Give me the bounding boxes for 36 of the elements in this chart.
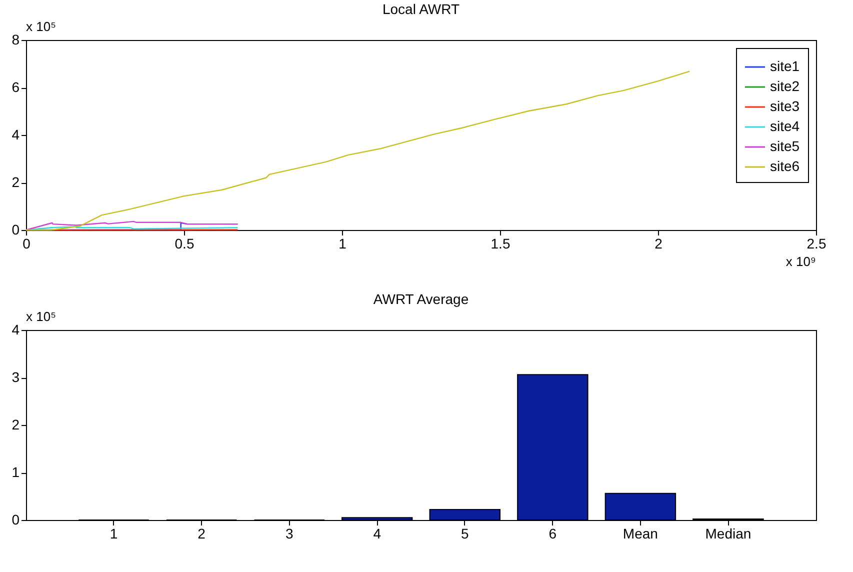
x-tick-label: 1.5 <box>490 236 510 252</box>
text: x 10⁵ <box>26 19 56 34</box>
legend-label: site2 <box>770 78 800 94</box>
x-tick-label: 2 <box>198 526 206 542</box>
x-tick-label: 1 <box>338 236 347 252</box>
y-tick-label: 0 <box>12 512 20 528</box>
y-tick-label: 2 <box>12 174 20 190</box>
legend-label: site5 <box>770 138 800 154</box>
x-tick-label: 2 <box>654 236 663 252</box>
y-tick-label: 3 <box>12 369 20 385</box>
y-tick-label: 4 <box>12 322 20 338</box>
x-tick-label: 0.5 <box>174 236 194 252</box>
x-tick-label: 4 <box>373 526 382 542</box>
y-tick-label: 0 <box>12 222 20 238</box>
y-tick-label: 2 <box>12 416 20 432</box>
y-tick-label: 1 <box>12 464 20 480</box>
legend-label: site6 <box>770 158 800 174</box>
legend-label: site4 <box>770 118 800 134</box>
x-tick-label: 2.5 <box>806 236 826 252</box>
legend-label: site3 <box>770 98 800 114</box>
text: x 10⁵ <box>26 309 56 324</box>
y-tick-label: 8 <box>12 32 20 48</box>
x-tick-label: 3 <box>285 526 294 542</box>
text: x 10⁹ <box>786 254 816 269</box>
chart-title: Local AWRT <box>382 1 460 17</box>
x-tick-label: 1 <box>110 526 118 542</box>
y-tick-label: 4 <box>12 126 20 142</box>
x-tick-label: 6 <box>548 526 557 542</box>
chart-title: AWRT Average <box>373 291 469 307</box>
x-tick-label: 5 <box>460 526 469 542</box>
y-tick-label: 6 <box>12 79 20 95</box>
legend-label: site1 <box>770 58 800 74</box>
x-tick-label: Mean <box>622 526 658 542</box>
x-tick-label: Median <box>705 526 752 542</box>
x-tick-label: 0 <box>22 236 31 252</box>
line-series <box>25 70 690 231</box>
